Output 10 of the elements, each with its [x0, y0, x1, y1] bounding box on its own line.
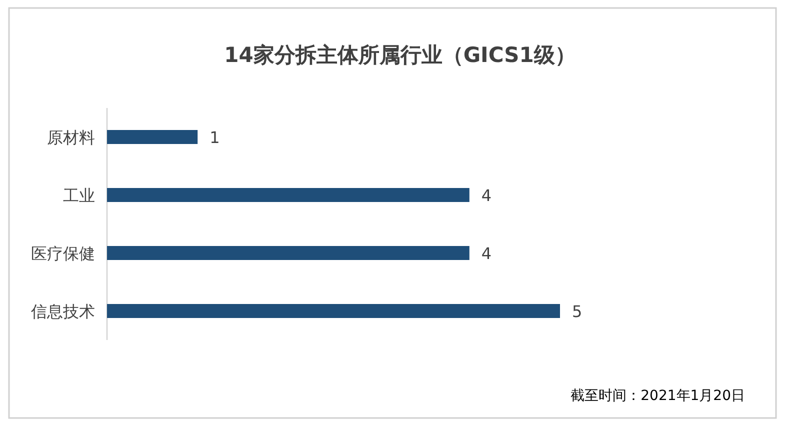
- y-tick-label: 信息技术: [31, 302, 95, 321]
- data-label: 4: [481, 244, 492, 263]
- y-tick-label: 工业: [63, 186, 95, 205]
- data-label: 5: [572, 302, 582, 321]
- y-tick-label: 原材料: [47, 128, 95, 147]
- text: 截至时间：2021年1月20日: [570, 388, 745, 404]
- data-label: 4: [481, 186, 492, 205]
- data-label: 1: [210, 128, 220, 147]
- chart-title: 14家分拆主体所属行业（GICS1级）: [224, 43, 576, 67]
- y-tick-label: 医疗保健: [31, 244, 95, 263]
